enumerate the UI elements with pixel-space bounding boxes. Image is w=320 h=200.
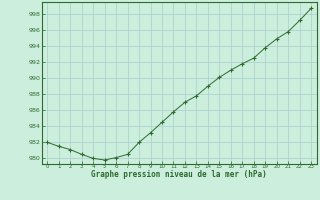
X-axis label: Graphe pression niveau de la mer (hPa): Graphe pression niveau de la mer (hPa) [91,170,267,179]
